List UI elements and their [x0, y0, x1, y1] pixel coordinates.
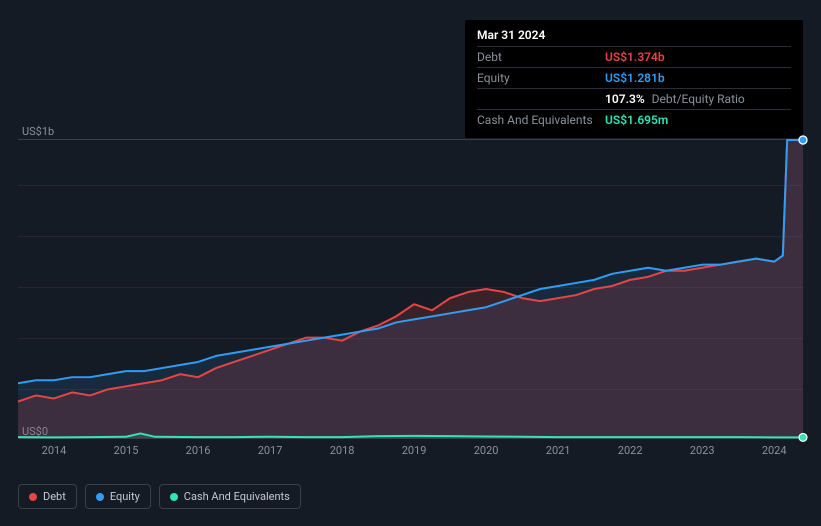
end-marker-equity	[799, 136, 807, 144]
x-axis-label: 2019	[402, 444, 427, 457]
legend-label: Debt	[43, 490, 66, 503]
x-axis-label: 2022	[618, 444, 643, 457]
tooltip-row: EquityUS$1.281b	[477, 67, 791, 88]
tooltip-date: Mar 31 2024	[477, 28, 791, 46]
x-axis-label: 2024	[762, 444, 787, 457]
x-axis-label: 2016	[186, 444, 211, 457]
series-area-debt	[18, 140, 803, 438]
legend-dot-icon	[29, 493, 37, 501]
x-axis-label: 2014	[42, 444, 67, 457]
tooltip-label	[477, 92, 605, 106]
chart-plot-area[interactable]	[18, 139, 803, 439]
x-axis-label: 2023	[690, 444, 715, 457]
x-axis-label: 2021	[546, 444, 571, 457]
legend-dot-icon	[170, 493, 178, 501]
x-axis-label: 2020	[474, 444, 499, 457]
y-axis-label: US$1b	[22, 125, 54, 138]
tooltip-label: Cash And Equivalents	[477, 113, 605, 127]
x-axis-label: 2015	[114, 444, 139, 457]
tooltip-value: US$1.374b	[605, 50, 665, 64]
tooltip-value: US$1.695m	[605, 113, 668, 127]
tooltip-row: DebtUS$1.374b	[477, 46, 791, 67]
x-axis: 2014 2015 2016 2017 2018 2019 2020 2021 2022 2023…	[18, 444, 803, 464]
x-axis-label: 2017	[258, 444, 283, 457]
end-marker-cash-and-equivalents	[799, 433, 807, 441]
legend-item-equity[interactable]: Equity	[85, 484, 151, 509]
chart-legend: Debt Equity Cash And Equivalents	[18, 484, 301, 509]
tooltip-value: 107.3% Debt/Equity Ratio	[605, 92, 745, 106]
tooltip-row: Cash And EquivalentsUS$1.695m	[477, 109, 791, 130]
tooltip-extra: Debt/Equity Ratio	[649, 92, 745, 106]
legend-label: Cash And Equivalents	[184, 490, 290, 503]
tooltip-label: Debt	[477, 50, 605, 64]
x-axis-label: 2018	[330, 444, 355, 457]
tooltip-value: US$1.281b	[605, 71, 665, 85]
legend-item-debt[interactable]: Debt	[18, 484, 77, 509]
tooltip-row: 107.3% Debt/Equity Ratio	[477, 88, 791, 109]
chart-tooltip: Mar 31 2024 DebtUS$1.374bEquityUS$1.281b…	[465, 20, 803, 138]
legend-dot-icon	[96, 493, 104, 501]
legend-label: Equity	[110, 490, 140, 503]
legend-item-cash-and-equivalents[interactable]: Cash And Equivalents	[159, 484, 301, 509]
tooltip-label: Equity	[477, 71, 605, 85]
